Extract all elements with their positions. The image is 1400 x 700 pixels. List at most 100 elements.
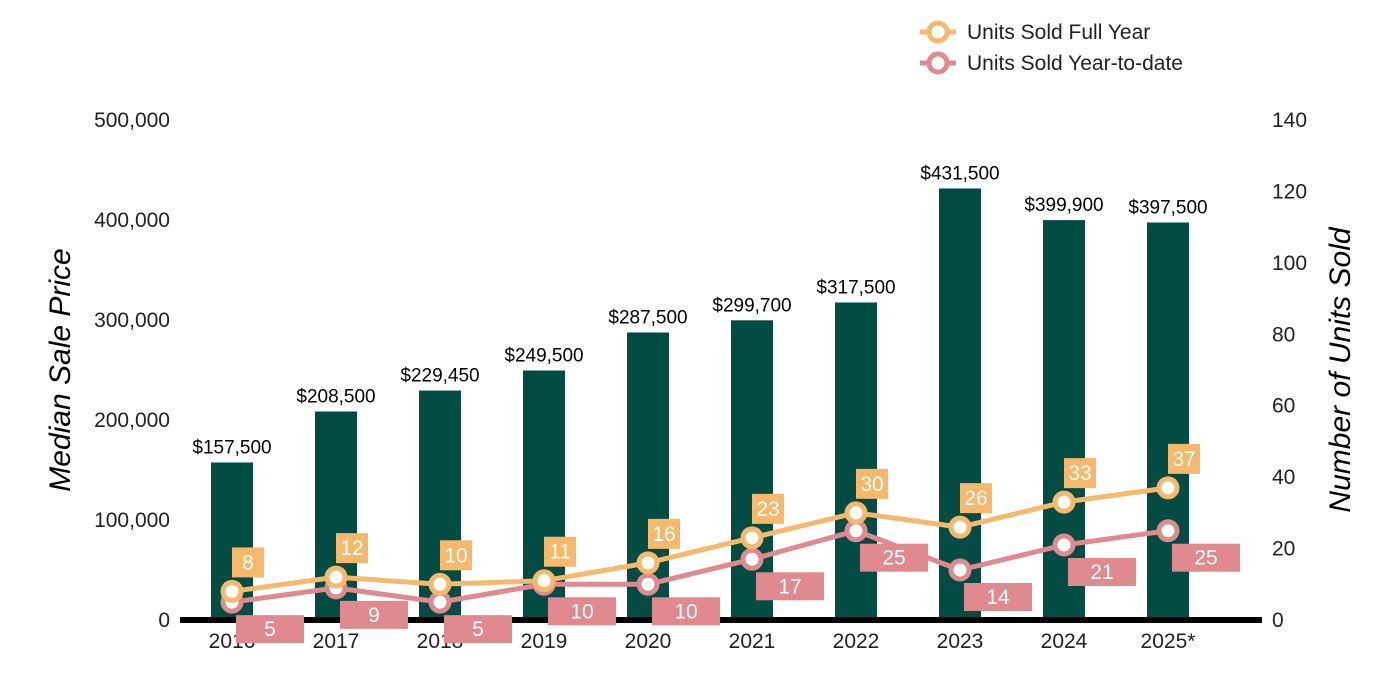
right-axis-tick-label: 100 bbox=[1272, 252, 1307, 275]
units-marker-ytd bbox=[1156, 519, 1180, 543]
units-label-box-full-year bbox=[440, 540, 472, 571]
units-label-full-year: 11 bbox=[549, 541, 571, 564]
left-axis-title: Median Sale Price bbox=[44, 248, 77, 491]
units-marker-ytd bbox=[740, 547, 764, 571]
units-label-full-year: 10 bbox=[444, 544, 467, 567]
units-label-box-ytd bbox=[756, 572, 824, 601]
units-label-box-full-year bbox=[856, 468, 888, 499]
units-label-ytd: 9 bbox=[368, 604, 380, 627]
price-bar-label: $299,700 bbox=[712, 295, 791, 316]
units-label-box-full-year bbox=[648, 518, 680, 549]
units-marker-full-year bbox=[324, 565, 348, 589]
units-label-ytd: 10 bbox=[674, 600, 697, 623]
right-axis-tick-label: 120 bbox=[1272, 180, 1307, 203]
units-label-ytd: 21 bbox=[1090, 561, 1113, 584]
price-bar-label: $431,500 bbox=[920, 164, 999, 185]
units-line-full-year bbox=[231, 485, 1169, 594]
left-axis-tick-label: 400,000 bbox=[94, 209, 170, 232]
x-axis-tick-label: 2024 bbox=[1041, 630, 1088, 653]
units-label-box-ytd bbox=[444, 615, 512, 644]
left-axis-tick-label: 300,000 bbox=[94, 309, 170, 332]
right-axis-tick-label: 80 bbox=[1272, 323, 1295, 346]
left-axis-ticks: 0 100,000 200,000 300,000 400,000 500,000 bbox=[94, 109, 170, 632]
units-label-box-full-year bbox=[752, 493, 784, 524]
legend-ytd-label: Units Sold Year-to-date bbox=[967, 52, 1183, 75]
units-marker-ytd bbox=[844, 519, 868, 543]
units-label-box-ytd bbox=[964, 583, 1032, 611]
x-axis-ticks: 2016 2017 2018 2019 2020 2021 2022 2023 2024 2025… bbox=[209, 630, 1196, 653]
units-label-box-full-year bbox=[1064, 458, 1096, 489]
price-bar bbox=[939, 188, 981, 620]
units-label-full-year: 23 bbox=[756, 498, 779, 521]
units-label-ytd: 25 bbox=[882, 547, 905, 570]
x-axis-tick-label: 2020 bbox=[625, 630, 672, 653]
price-bar-labels: $157,500 $208,500 $229,450 $249,500 $287,500… bbox=[192, 164, 1207, 459]
price-bar-label: $317,500 bbox=[816, 278, 895, 299]
units-label-box-ytd bbox=[340, 600, 408, 629]
units-label-ytd: 10 bbox=[570, 600, 593, 623]
units-marker-full-year bbox=[740, 526, 764, 550]
units-label-box-full-year bbox=[1168, 443, 1200, 474]
units-label-full-year: 33 bbox=[1068, 462, 1091, 485]
price-bar-label: $249,500 bbox=[504, 346, 583, 367]
right-axis-tick-label: 20 bbox=[1272, 538, 1295, 561]
units-marker-full-year bbox=[1156, 476, 1180, 500]
units-marker-ytd bbox=[1052, 533, 1076, 557]
units-marker-full-year bbox=[532, 569, 556, 593]
units-label-box-ytd bbox=[860, 543, 928, 572]
legend-item-ytd: Units Sold Year-to-date bbox=[920, 51, 1183, 75]
legend-item-full-year: Units Sold Full Year bbox=[920, 20, 1150, 44]
x-axis-tick-label: 2019 bbox=[521, 630, 568, 653]
x-axis-tick-label: 2025* bbox=[1141, 630, 1196, 653]
x-axis-tick-label: 2023 bbox=[937, 630, 984, 653]
units-point-labels: 8 12 10 11 16 23 30 26 33 37 5 9 5 10 10 17 25 14 21 25 bbox=[232, 443, 1240, 644]
units-marker-ytd bbox=[636, 572, 660, 596]
right-axis-tick-label: 0 bbox=[1272, 609, 1284, 632]
price-bar-label: $229,450 bbox=[400, 366, 479, 387]
units-label-full-year: 26 bbox=[964, 487, 987, 510]
price-bar-label: $157,500 bbox=[192, 438, 271, 459]
units-label-box-ytd bbox=[652, 597, 720, 626]
units-label-full-year: 30 bbox=[860, 473, 883, 496]
units-label-box-ytd bbox=[1068, 558, 1136, 586]
units-label-ytd: 17 bbox=[778, 575, 801, 598]
units-label-box-ytd bbox=[548, 597, 616, 626]
legend-ytd-marker bbox=[926, 51, 950, 75]
left-axis-tick-label: 0 bbox=[158, 609, 170, 632]
units-marker-ytd bbox=[948, 558, 972, 582]
units-marker-full-year bbox=[636, 551, 660, 575]
right-axis-title: Number of Units Sold bbox=[1324, 226, 1357, 512]
x-axis-tick-label: 2017 bbox=[313, 630, 360, 653]
units-label-full-year: 8 bbox=[242, 551, 254, 574]
legend: Units Sold Full Year Units Sold Year-to-… bbox=[920, 20, 1183, 75]
units-label-ytd: 14 bbox=[986, 586, 1010, 609]
price-bar-label: $397,500 bbox=[1128, 198, 1207, 219]
units-lines bbox=[220, 476, 1180, 614]
units-marker-full-year bbox=[1052, 490, 1076, 514]
price-bar-label: $399,900 bbox=[1024, 195, 1103, 216]
right-axis-tick-label: 60 bbox=[1272, 395, 1295, 418]
x-axis-tick-label: 2021 bbox=[729, 630, 776, 653]
units-label-ytd: 5 bbox=[472, 618, 484, 641]
price-bar-label: $287,500 bbox=[608, 308, 687, 329]
legend-full-year-marker bbox=[926, 20, 950, 44]
units-marker-ytd bbox=[428, 590, 452, 614]
left-axis-tick-label: 100,000 bbox=[94, 509, 170, 532]
right-axis-tick-label: 40 bbox=[1272, 466, 1295, 489]
legend-full-year-label: Units Sold Full Year bbox=[967, 21, 1150, 44]
left-axis-tick-label: 500,000 bbox=[94, 109, 170, 132]
units-label-box-full-year bbox=[544, 536, 576, 567]
units-marker-full-year bbox=[844, 501, 868, 525]
units-marker-full-year bbox=[428, 572, 452, 596]
x-axis-tick-label: 2022 bbox=[833, 630, 880, 653]
units-label-box-full-year bbox=[232, 547, 264, 578]
units-line-ytd bbox=[231, 528, 1169, 605]
price-bar-label: $208,500 bbox=[296, 387, 375, 408]
units-label-full-year: 16 bbox=[652, 523, 675, 546]
units-label-full-year: 12 bbox=[340, 537, 363, 560]
left-axis-tick-label: 200,000 bbox=[94, 409, 170, 432]
right-axis-ticks: 0 20 40 60 80 100 120 140 bbox=[1272, 109, 1307, 632]
units-marker-full-year bbox=[220, 579, 244, 603]
units-marker-full-year bbox=[948, 515, 972, 539]
